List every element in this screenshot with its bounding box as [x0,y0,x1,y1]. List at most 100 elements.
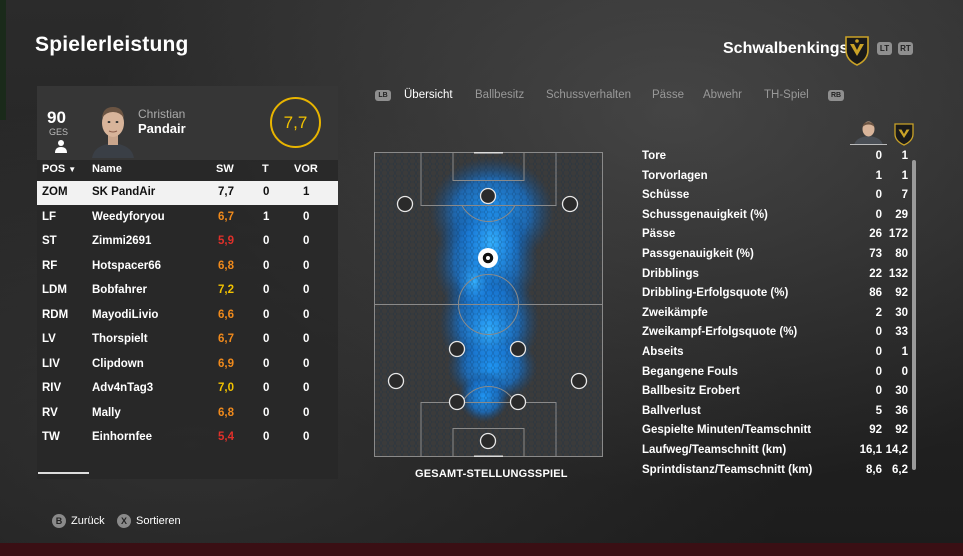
lb-bumper-button[interactable]: LB [375,90,391,101]
stat-label: Tore [642,150,667,162]
stat-player-value: 92 [869,424,882,437]
stat-label: Pässe [642,228,676,241]
stat-team-value: 172 [888,228,908,241]
overall-rating: 90 [47,108,66,127]
cell-name: Clipdown [92,357,144,370]
stat-team-value: 7 [901,189,908,202]
list-scroll-indicator [38,472,89,474]
player-panel [37,86,338,479]
cell-pos: ST [42,235,57,247]
stat-label: Zweikämpfe [642,306,708,319]
stat-label: Gespielte Minuten/Teamschnitt [642,424,812,437]
cell-goals: 0 [263,235,270,247]
stat-label: Zweikampf-Erfolgsquote (%) [642,326,798,339]
header-t[interactable]: T [262,163,269,175]
tab-defense[interactable]: Abwehr [703,89,742,101]
stat-team-value: 36 [895,404,908,417]
header-name[interactable]: Name [92,163,122,175]
stat-team-value: 0 [901,365,908,378]
stats-scrollbar[interactable] [912,160,916,470]
stat-team-value: 1 [901,346,908,358]
cell-name: Zimmi2691 [92,235,152,247]
tab-shooting[interactable]: Schussverhalten [546,89,632,101]
cell-assists: 0 [303,333,310,345]
stat-row: Laufweg/Teamschnitt (km) 16,1 14,2 [642,444,912,463]
cell-match-rating: 6,9 [218,357,234,370]
b-button-icon[interactable]: B [52,514,66,528]
stat-label: Ballverlust [642,404,701,417]
stat-player-value: 26 [869,228,882,241]
stat-team-value: 92 [895,287,908,300]
sort-down-icon: ▼ [68,165,77,174]
cell-assists: 0 [303,210,310,223]
back-button[interactable]: Zurück [71,515,105,527]
player-portrait [92,107,134,158]
stat-player-value: 2 [875,306,882,319]
cell-name: Adv4nTag3 [92,382,154,394]
tab-overview[interactable]: Übersicht [404,89,453,101]
header-pos[interactable]: POS ▼ [42,163,77,175]
table-row[interactable]: LF Weedyforyou 6,7 1 0 [37,206,338,230]
table-row[interactable]: LV Thorspielt 6,7 0 0 [37,328,338,352]
cell-name: Bobfahrer [92,284,147,296]
table-row[interactable]: RV Mally 6,8 0 0 [37,402,338,426]
header-sw[interactable]: SW [216,163,234,175]
tab-possession[interactable]: Ballbesitz [475,89,525,101]
cell-pos: LDM [42,284,67,296]
overall-label: GES [49,127,69,137]
stat-team-value: 29 [895,208,908,221]
stat-player-value: 1 [875,169,882,182]
cell-goals: 0 [263,284,270,296]
stat-label: Ballbesitz Erobert [642,385,740,398]
stat-row: Torvorlagen 1 1 [642,170,912,189]
cell-assists: 0 [303,235,310,247]
stat-row: Ballverlust 5 36 [642,405,912,424]
stat-team-value: 30 [895,385,908,398]
cell-assists: 0 [303,259,310,272]
lt-trigger-button[interactable]: LT [877,42,892,55]
cell-goals: 0 [263,406,270,419]
cell-goals: 0 [263,357,270,370]
tab-goalkeeping[interactable]: TH-Spiel [764,89,809,101]
cell-name: Mally [92,406,121,419]
cell-name: SK PandAir [92,186,156,198]
stat-player-value: 0 [875,385,882,398]
x-button-icon[interactable]: X [117,514,131,528]
cell-goals: 1 [263,210,270,223]
stat-team-value: 80 [895,248,908,260]
rt-trigger-button[interactable]: RT [898,42,913,55]
table-row[interactable]: LDM Bobfahrer 7,2 0 0 [37,279,338,303]
table-row[interactable]: LIV Clipdown 6,9 0 0 [37,353,338,377]
table-row[interactable]: RIV Adv4nTag3 7,0 0 0 [37,377,338,401]
stat-label: Laufweg/Teamschnitt (km) [642,444,787,456]
bottom-strip [0,543,963,556]
table-row[interactable]: TW Einhornfee 5,4 0 0 [37,426,338,450]
stat-row: Zweikämpfe 2 30 [642,307,912,326]
stat-player-value: 86 [869,287,882,300]
stat-player-value: 0 [875,346,882,358]
pitch-caption: GESAMT-STELLUNGSSPIEL [415,468,568,480]
cell-pos: RIV [42,382,62,394]
cell-match-rating: 5,4 [218,431,234,443]
table-row[interactable]: ST Zimmi2691 5,9 0 0 [37,230,338,254]
match-rating-badge: 7,7 [270,97,321,148]
table-row[interactable]: RF Hotspacer66 6,8 0 0 [37,255,338,279]
stat-player-value: 5 [875,404,882,417]
edge-strip [0,0,6,120]
cell-match-rating: 6,7 [218,333,234,345]
table-row[interactable]: ZOM SK PandAir 7,7 0 1 [37,181,338,205]
header-vor[interactable]: VOR [294,163,318,175]
stat-row: Sprintdistanz/Teamschnitt (km) 8,6 6,2 [642,464,912,483]
stat-label: Dribbling-Erfolgsquote (%) [642,287,789,300]
tab-passes[interactable]: Pässe [652,89,684,101]
table-row[interactable]: RDM MayodiLivio 6,6 0 0 [37,304,338,328]
cell-pos: RDM [42,308,69,321]
sort-button[interactable]: Sortieren [136,515,181,527]
rb-bumper-button[interactable]: RB [828,90,844,101]
stat-team-value: 6,2 [892,463,908,476]
cell-assists: 0 [303,284,310,296]
stat-label: Torvorlagen [642,169,708,182]
team-crest-icon [845,36,869,66]
cell-pos: RV [42,406,58,419]
stat-player-value: 22 [869,267,882,280]
